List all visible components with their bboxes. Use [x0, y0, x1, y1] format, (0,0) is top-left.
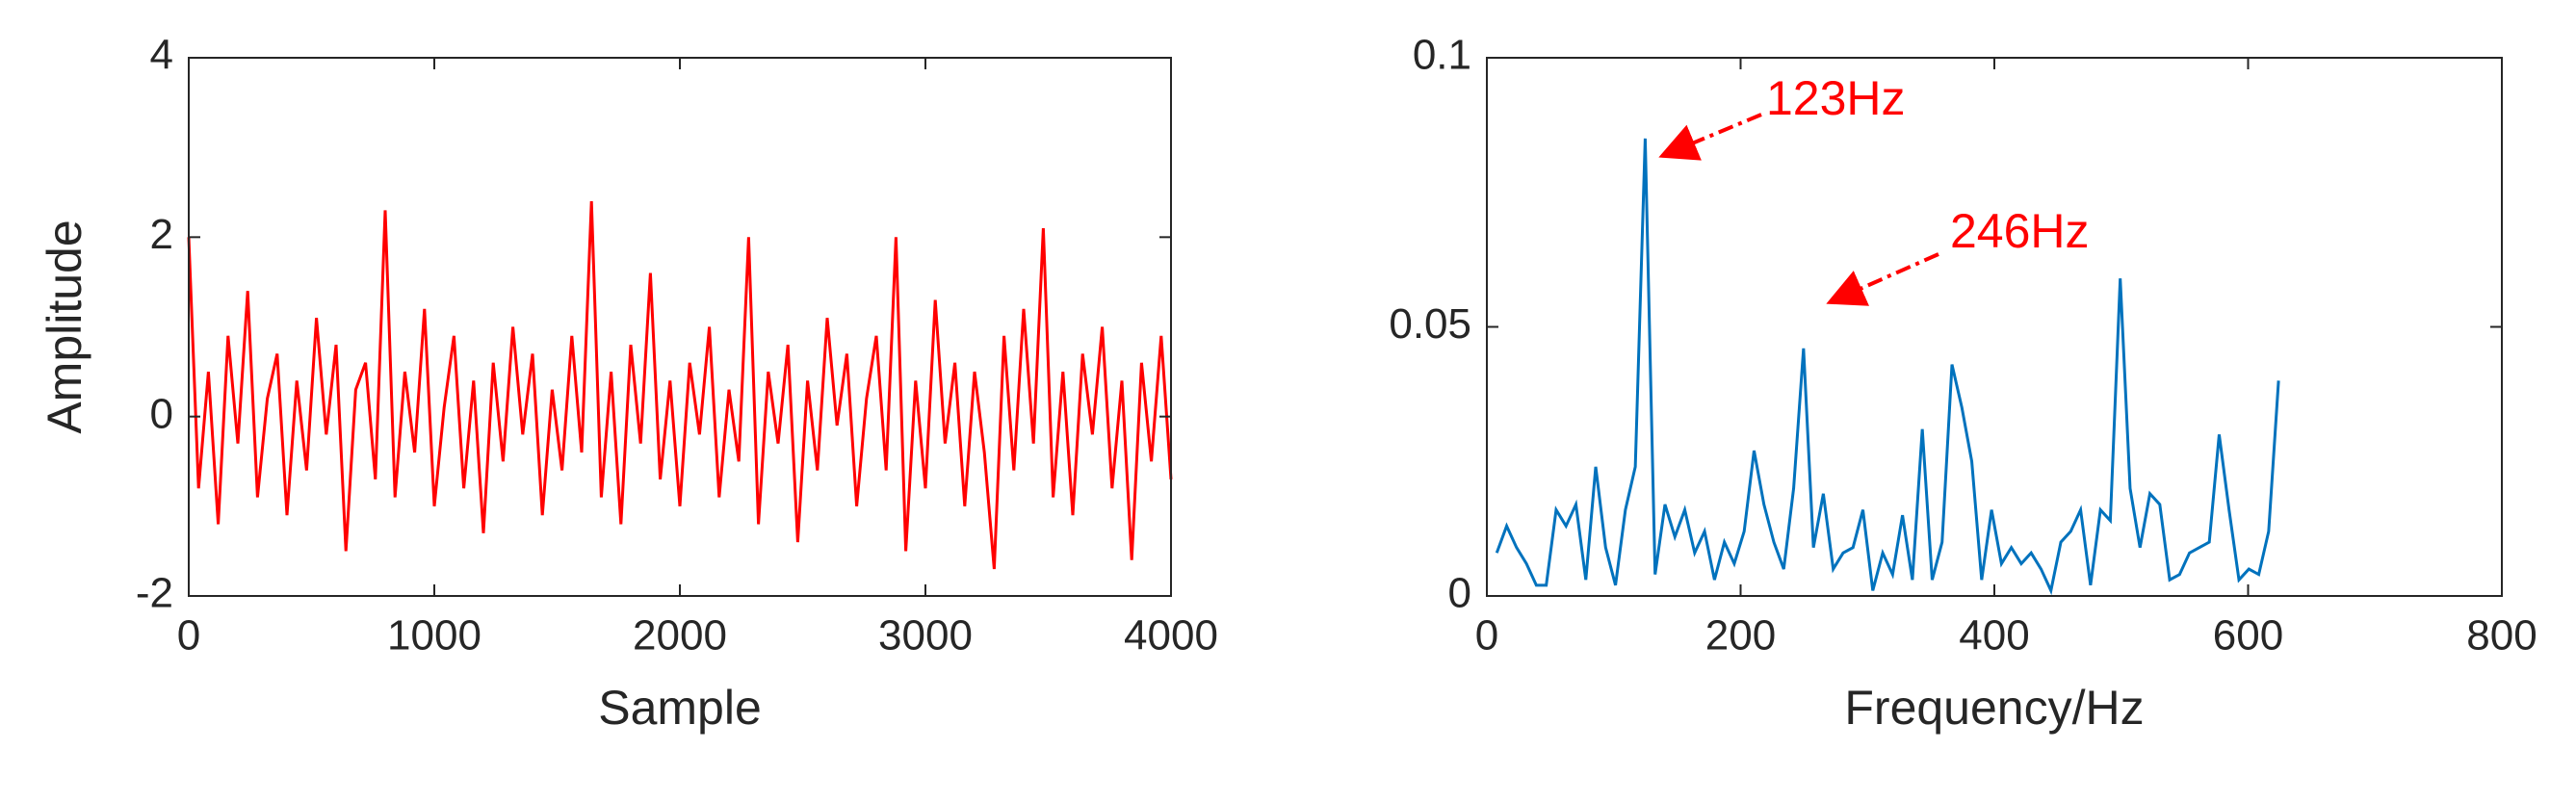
y-axis-label: Amplitude: [38, 220, 91, 433]
annotation-arrow: [1658, 113, 1762, 161]
x-tick-label: 800: [2466, 612, 2537, 660]
y-tick-label: 0: [1448, 570, 1471, 617]
annotation: 246Hz: [1950, 204, 2090, 258]
y-tick-label: 0: [150, 390, 173, 437]
annotation: 123Hz: [1766, 71, 1906, 125]
x-tick-label: 600: [2213, 612, 2283, 660]
y-tick-label: 0.05: [1389, 300, 1471, 348]
x-tick-label: 2000: [633, 612, 727, 660]
y-tick-label: 0.1: [1413, 32, 1471, 79]
x-tick-label: 1000: [387, 612, 481, 660]
x-axis-label: Sample: [598, 681, 762, 735]
x-tick-label: 4000: [1124, 612, 1218, 660]
x-tick-label: 0: [177, 612, 200, 660]
y-tick-label: -2: [136, 570, 173, 617]
x-axis-label: Frequency/Hz: [1844, 681, 2144, 735]
x-tick-label: 0: [1475, 612, 1498, 660]
x-tick-label: 3000: [878, 612, 973, 660]
x-tick-label: 400: [1959, 612, 2029, 660]
data-line: [187, 201, 1173, 570]
annotation-arrow: [1826, 252, 1939, 306]
y-tick-label: 2: [150, 211, 173, 258]
data-line: [1495, 138, 2280, 596]
y-tick-label: 4: [150, 32, 173, 79]
x-tick-label: 200: [1705, 612, 1776, 660]
